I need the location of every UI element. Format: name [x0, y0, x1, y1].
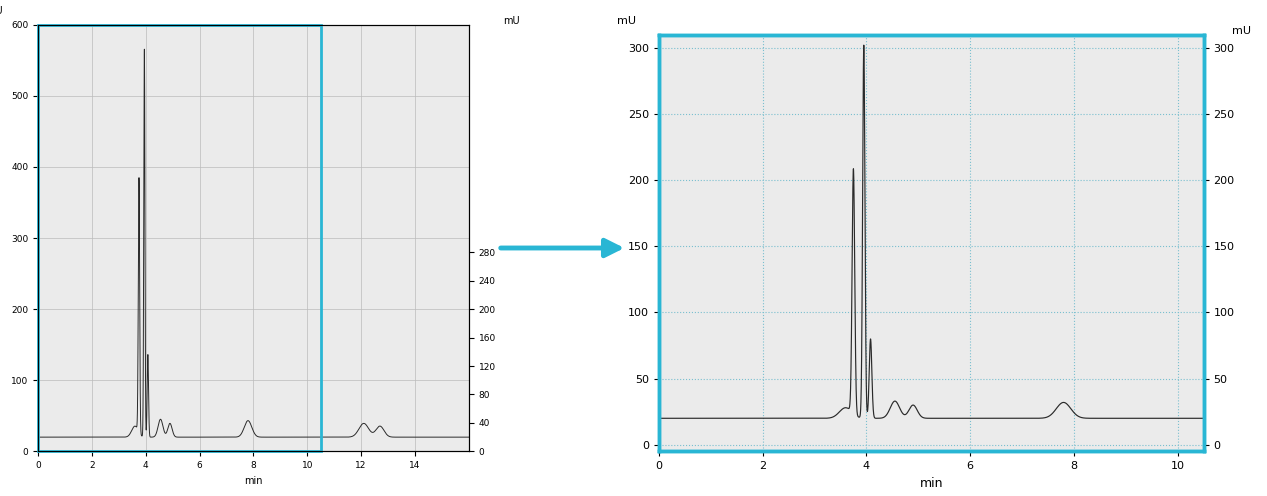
- X-axis label: min: min: [920, 477, 943, 490]
- Y-axis label: mU: mU: [617, 16, 636, 26]
- X-axis label: min: min: [245, 476, 262, 486]
- Y-axis label: mU: mU: [0, 6, 4, 16]
- Y-axis label: mU: mU: [1233, 26, 1252, 36]
- Y-axis label: mU: mU: [503, 16, 521, 26]
